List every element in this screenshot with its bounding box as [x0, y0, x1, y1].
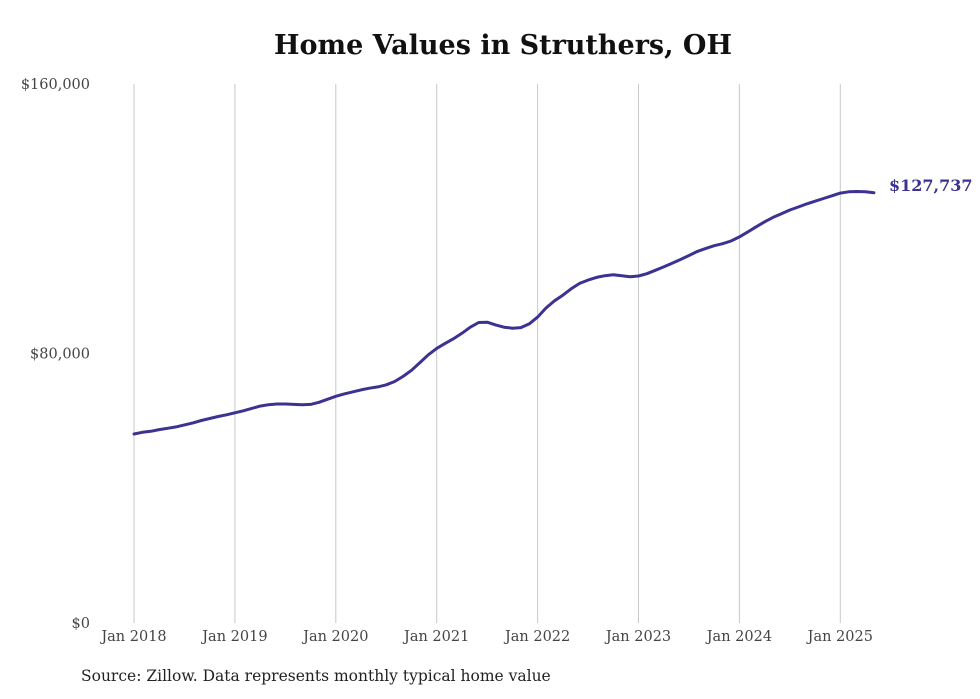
y-tick-label: $0 — [72, 616, 90, 632]
source-note: Source: Zillow. Data represents monthly … — [81, 667, 551, 685]
gridlines — [133, 84, 841, 623]
y-tick-label: $80,000 — [30, 347, 90, 363]
x-tick-label: Jan 2025 — [806, 629, 873, 645]
chart-title: Home Values in Struthers, OH — [274, 30, 732, 61]
x-tick-label: Jan 2020 — [301, 629, 368, 645]
x-tick-label: Jan 2019 — [200, 629, 267, 645]
series-group — [132, 190, 876, 436]
x-tick-label: Jan 2023 — [604, 629, 671, 645]
x-tick-label: Jan 2024 — [705, 629, 772, 645]
end-value-label: $127,737 — [889, 176, 973, 195]
series-line-home-value — [132, 190, 876, 436]
x-tick-label: Jan 2018 — [99, 629, 166, 645]
x-tick-label: Jan 2022 — [503, 629, 570, 645]
x-tick-label: Jan 2021 — [402, 629, 469, 645]
x-axis-ticks: Jan 2018 Jan 2019 Jan 2020 Jan 2021 Jan 2022… — [99, 629, 873, 645]
y-axis-ticks: $0 $80,000 $160,000 — [21, 77, 90, 632]
y-tick-label: $160,000 — [21, 77, 90, 93]
